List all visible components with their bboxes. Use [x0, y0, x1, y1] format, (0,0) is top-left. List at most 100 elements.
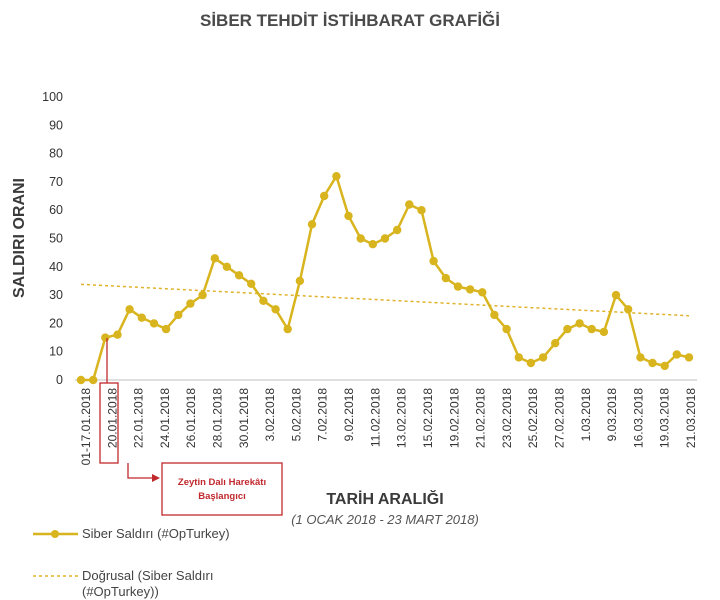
chart-title: SİBER TEHDİT İSTİHBARAT GRAFİĞİ	[200, 11, 500, 30]
y-tick-label: 60	[49, 203, 63, 217]
data-point	[538, 353, 548, 362]
data-point	[684, 353, 694, 362]
annotation-connector	[127, 463, 152, 479]
data-point	[89, 375, 98, 385]
y-tick-label: 100	[42, 90, 63, 104]
x-tick-label: 30.01.2018	[237, 388, 251, 448]
data-point	[234, 271, 244, 280]
x-tick-label: 01-17.01.2018	[79, 388, 93, 466]
x-tick-label: 15.02.2018	[421, 388, 435, 448]
x-axis-title: TARİH ARALIĞI	[326, 489, 443, 508]
y-axis-ticks: 0 10 20 30 40 50 60 70 80 90 100	[42, 90, 63, 387]
y-tick-label: 70	[49, 175, 63, 189]
y-tick-label: 0	[56, 373, 63, 387]
x-tick-label: 21.03.2018	[684, 388, 698, 448]
y-tick-label: 10	[49, 345, 63, 359]
x-tick-label: 16.03.2018	[631, 388, 645, 448]
data-point	[320, 191, 329, 201]
data-point	[210, 254, 219, 263]
legend-series-swatch-marker	[51, 530, 59, 538]
data-point	[186, 299, 195, 308]
annotation-arrowhead	[152, 474, 160, 482]
data-point	[307, 220, 317, 229]
data-point	[174, 310, 183, 320]
data-point	[405, 200, 414, 209]
data-point	[514, 353, 523, 362]
x-tick-label: 1.03.2018	[579, 388, 593, 442]
x-tick-label: 21.02.2018	[474, 388, 488, 448]
data-point	[611, 290, 621, 300]
x-tick-label: 20.01.2018	[105, 388, 119, 448]
data-point	[490, 310, 499, 320]
data-point	[502, 324, 511, 334]
x-tick-label: 19.03.2018	[658, 388, 672, 448]
x-tick-label: 3.02.2018	[263, 388, 277, 442]
annotation-text-line1: Zeytin Dalı Harekâtı	[178, 477, 266, 488]
data-point	[137, 313, 146, 322]
trendline	[80, 283, 690, 317]
x-tick-label: 23.02.2018	[500, 388, 514, 448]
x-tick-label: 13.02.2018	[395, 388, 409, 448]
y-tick-label: 40	[49, 260, 63, 274]
data-point	[599, 327, 609, 337]
data-point	[575, 319, 584, 328]
x-tick-label: 11.02.2018	[368, 388, 382, 447]
data-point	[587, 324, 596, 334]
data-point	[551, 339, 560, 348]
data-point	[101, 333, 110, 342]
x-tick-label: 26.01.2018	[184, 388, 198, 448]
data-point	[356, 234, 365, 243]
data-point	[113, 330, 122, 339]
data-point	[393, 225, 402, 235]
data-point	[417, 206, 426, 215]
data-point	[161, 324, 171, 334]
data-point	[478, 288, 487, 297]
data-point	[247, 279, 256, 288]
annotation-highlight-box	[99, 382, 119, 464]
x-tick-label: 7.02.2018	[316, 388, 330, 442]
data-point	[660, 361, 669, 371]
data-point	[271, 305, 280, 314]
x-axis-subtitle: (1 OCAK 2018 - 23 MART 2018)	[291, 512, 479, 527]
data-point	[76, 375, 86, 385]
data-point	[672, 350, 681, 359]
data-point	[380, 234, 390, 243]
data-point	[332, 172, 341, 181]
x-tick-label: 5.02.2018	[289, 388, 303, 442]
data-point	[648, 358, 657, 368]
data-point	[125, 305, 134, 314]
legend-trend-label-line1: Doğrusal (Siber Saldırı	[82, 568, 214, 583]
y-tick-label: 80	[49, 147, 63, 161]
y-tick-label: 50	[49, 232, 63, 246]
data-point	[198, 290, 207, 300]
y-tick-label: 90	[49, 118, 63, 132]
data-point	[259, 296, 268, 305]
series-line	[81, 174, 690, 382]
data-point	[465, 285, 475, 294]
x-tick-label: 28.01.2018	[211, 388, 225, 448]
series-points	[76, 172, 694, 385]
data-point	[636, 353, 645, 362]
y-tick-label: 20	[49, 316, 63, 330]
data-point	[429, 256, 438, 266]
x-tick-label: 27.02.2018	[553, 388, 567, 448]
data-point	[563, 324, 572, 334]
legend-trend-label-line2: (#OpTurkey))	[82, 584, 159, 599]
data-point	[295, 276, 305, 286]
y-axis-title: SALDIRI ORANI	[11, 178, 28, 298]
legend-series-label: Siber Saldırı (#OpTurkey)	[82, 526, 230, 541]
data-point	[368, 240, 377, 249]
data-point	[222, 262, 232, 271]
annotation-text-line2: Başlangıcı	[198, 491, 246, 502]
x-tick-label: 24.01.2018	[158, 388, 172, 448]
data-point	[441, 273, 450, 283]
data-point	[453, 282, 463, 291]
data-point	[149, 319, 159, 328]
data-point	[624, 305, 633, 314]
x-tick-label: 9.03.2018	[605, 388, 619, 442]
data-point	[344, 211, 353, 221]
data-point	[526, 358, 536, 368]
annotation-box	[161, 462, 283, 516]
x-tick-label: 19.02.2018	[447, 388, 461, 448]
